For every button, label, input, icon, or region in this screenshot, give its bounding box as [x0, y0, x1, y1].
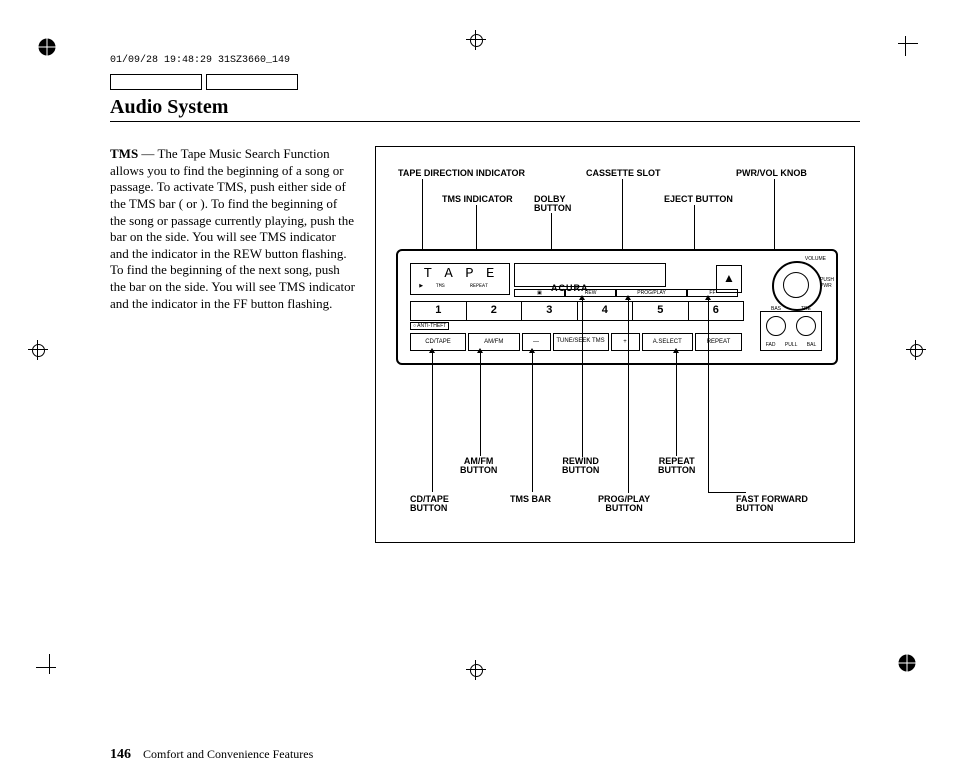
radio-face: T A P E ▶ TMS REPEAT ACURA ▲	[406, 259, 828, 355]
display-sub: ▶ TMS REPEAT	[411, 284, 509, 289]
label-cassette-slot: CASSETTE SLOT	[586, 169, 661, 178]
label-tape-direction: TAPE DIRECTION INDICATOR	[398, 169, 525, 178]
aselect-button: A.SELECT	[642, 333, 694, 351]
seek-btn: FF	[687, 289, 738, 297]
header-box	[206, 74, 298, 90]
sub: TMS	[436, 284, 445, 289]
label-tms-bar: TMS BAR	[510, 495, 551, 504]
lbl: BAL	[807, 342, 816, 348]
lbl: BAS	[771, 306, 781, 312]
diagram: TAPE DIRECTION INDICATOR TMS INDICATOR C…	[375, 146, 855, 543]
callout-line	[622, 179, 623, 255]
lead-dash: —	[138, 146, 157, 161]
amfm-button: AM/FM	[468, 333, 520, 351]
preset-button: 4	[578, 302, 634, 320]
reg-mark	[36, 36, 58, 58]
seek-btn: REW	[565, 289, 616, 297]
label-pwr-vol: PWR/VOL KNOB	[736, 169, 807, 178]
callout-line	[774, 179, 775, 255]
label-rewind: REWIND BUTTON	[562, 457, 599, 476]
callout-line	[708, 492, 746, 493]
body-text: TMS — The Tape Music Search Function all…	[110, 146, 355, 543]
volume-knob	[772, 261, 822, 311]
treble-knob	[796, 316, 816, 336]
page-footer: 146 Comfort and Convenience Features	[110, 747, 313, 763]
page-content: 01/09/28 19:48:29 31SZ3660_149 Audio Sys…	[110, 55, 860, 543]
label-dolby-button: DOLBY BUTTON	[534, 195, 571, 214]
label-fast-forward: FAST FORWARD BUTTON	[736, 495, 808, 514]
push-pwr-label: PUSH PWR	[820, 277, 834, 289]
preset-button: 2	[467, 302, 523, 320]
lbl: TRE	[801, 306, 811, 312]
seek-btn: ▣	[514, 289, 565, 297]
tone-labels: FAD PULL BAL	[761, 342, 821, 348]
tone-knobs: BAS TRE FAD PULL BAL	[760, 311, 822, 351]
lcd-display: T A P E ▶ TMS REPEAT	[410, 263, 510, 295]
reg-mark	[906, 340, 926, 360]
reg-mark	[466, 660, 486, 680]
bottom-row: CD/TAPE AM/FM — TUNE/SEEK TMS + A.SELECT…	[410, 333, 742, 351]
diagram-frame: TAPE DIRECTION INDICATOR TMS INDICATOR C…	[375, 146, 855, 543]
page-title: Audio System	[110, 96, 860, 119]
volume-label: VOLUME	[805, 256, 826, 262]
repeat-button: REPEAT	[695, 333, 742, 351]
lead-term: TMS	[110, 146, 138, 161]
preset-row: 1 2 3 4 5 6	[410, 301, 744, 321]
page-number: 146	[110, 747, 131, 762]
header-box	[110, 74, 202, 90]
header-boxes	[110, 74, 860, 90]
label-amfm: AM/FM BUTTON	[460, 457, 497, 476]
sub: REPEAT	[470, 284, 488, 289]
callout-line	[532, 352, 533, 492]
bass-knob	[766, 316, 786, 336]
preset-button: 3	[522, 302, 578, 320]
reg-mark	[466, 30, 486, 50]
callout-line	[432, 352, 433, 492]
preset-button: 5	[633, 302, 689, 320]
callout-line	[582, 299, 583, 457]
section-name: Comfort and Convenience Features	[143, 747, 313, 761]
body-paragraph: The Tape Music Search Function allows yo…	[110, 146, 355, 311]
callout-line	[480, 352, 481, 456]
radio-unit: T A P E ▶ TMS REPEAT ACURA ▲	[396, 249, 838, 365]
display-text: T A P E	[411, 264, 509, 284]
preset-button: 6	[689, 302, 744, 320]
cd-tape-button: CD/TAPE	[410, 333, 466, 351]
callout-line	[676, 352, 677, 456]
label-tms-indicator: TMS INDICATOR	[442, 195, 513, 204]
label-eject-button: EJECT BUTTON	[664, 195, 733, 204]
tune-plus: +	[611, 333, 640, 351]
callout-line	[422, 179, 423, 257]
preset-button: 1	[411, 302, 467, 320]
label-cd-tape: CD/TAPE BUTTON	[410, 495, 449, 514]
content-row: TMS — The Tape Music Search Function all…	[110, 146, 860, 543]
tone-top-labels: BAS TRE	[761, 306, 821, 312]
crop-mark	[892, 30, 918, 56]
timestamp: 01/09/28 19:48:29 31SZ3660_149	[110, 55, 860, 66]
callout-line	[628, 299, 629, 493]
reg-mark	[896, 652, 918, 674]
tune-minus: —	[522, 333, 551, 351]
callout-line	[708, 299, 709, 493]
title-rule	[110, 121, 860, 122]
anti-theft-label: ○ ANTI-THEFT	[410, 322, 449, 330]
label-prog-play: PROG/PLAY BUTTON	[598, 495, 650, 514]
lbl: PULL	[785, 342, 798, 348]
sub: ▶	[419, 284, 423, 289]
label-repeat: REPEAT BUTTON	[658, 457, 695, 476]
tune-seek-tms: TUNE/SEEK TMS	[553, 333, 609, 351]
cassette-slot	[514, 263, 666, 287]
crop-mark	[36, 654, 62, 680]
lbl: FAD	[766, 342, 776, 348]
reg-mark	[28, 340, 48, 360]
